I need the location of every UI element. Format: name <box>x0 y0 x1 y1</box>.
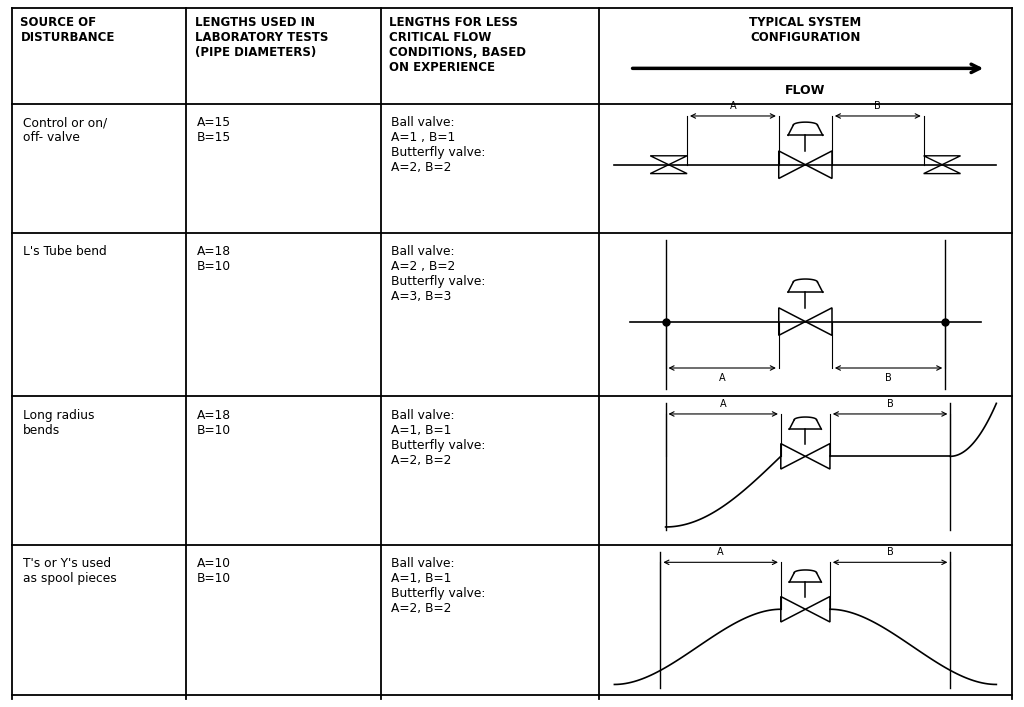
Text: TYPICAL SYSTEM
CONFIGURATION: TYPICAL SYSTEM CONFIGURATION <box>750 16 861 44</box>
Text: Control or on/
off- valve: Control or on/ off- valve <box>23 117 106 144</box>
Text: A: A <box>718 547 724 557</box>
Text: A=18
B=10: A=18 B=10 <box>197 409 230 437</box>
Text: L's Tube bend: L's Tube bend <box>23 245 106 259</box>
Text: FLOW: FLOW <box>785 84 825 97</box>
Text: A=10
B=10: A=10 B=10 <box>197 557 230 585</box>
Text: Ball valve:
A=1, B=1
Butterfly valve:
A=2, B=2: Ball valve: A=1, B=1 Butterfly valve: A=… <box>391 557 485 615</box>
Text: Ball valve:
A=1, B=1
Butterfly valve:
A=2, B=2: Ball valve: A=1, B=1 Butterfly valve: A=… <box>391 409 485 467</box>
Text: A=15
B=15: A=15 B=15 <box>197 117 230 144</box>
Text: B: B <box>874 101 882 111</box>
Text: B: B <box>885 373 892 383</box>
Text: LENGTHS USED IN
LABORATORY TESTS
(PIPE DIAMETERS): LENGTHS USED IN LABORATORY TESTS (PIPE D… <box>195 16 328 59</box>
Text: B: B <box>887 547 894 557</box>
Text: A: A <box>720 399 726 409</box>
Text: B: B <box>887 399 894 409</box>
Text: SOURCE OF
DISTURBANCE: SOURCE OF DISTURBANCE <box>20 16 115 44</box>
Text: A=18
B=10: A=18 B=10 <box>197 245 230 274</box>
Text: Ball valve:
A=2 , B=2
Butterfly valve:
A=3, B=3: Ball valve: A=2 , B=2 Butterfly valve: A… <box>391 245 485 303</box>
Text: Ball valve:
A=1 , B=1
Butterfly valve:
A=2, B=2: Ball valve: A=1 , B=1 Butterfly valve: A… <box>391 117 485 175</box>
Text: A: A <box>719 373 725 383</box>
Text: LENGTHS FOR LESS
CRITICAL FLOW
CONDITIONS, BASED
ON EXPERIENCE: LENGTHS FOR LESS CRITICAL FLOW CONDITION… <box>389 16 526 74</box>
Text: A: A <box>730 101 736 111</box>
Text: T's or Y's used
as spool pieces: T's or Y's used as spool pieces <box>23 557 117 585</box>
Text: Long radius
bends: Long radius bends <box>23 409 94 437</box>
